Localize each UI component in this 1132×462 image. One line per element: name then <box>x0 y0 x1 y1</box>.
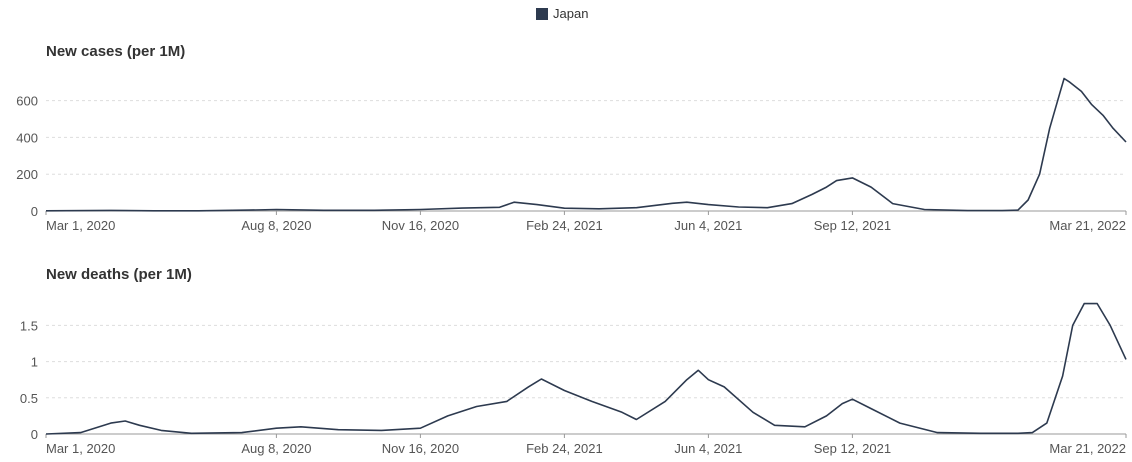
chart-new-cases: New cases (per 1M) 0 200 400 600 Mar 1, 2020… <box>16 43 1127 233</box>
x-tick-label: Aug 8, 2020 <box>241 218 311 233</box>
x-tick-label: Sep 12, 2021 <box>814 441 891 456</box>
series-line-japan <box>45 302 1127 435</box>
y-tick-label: 0 <box>31 427 38 442</box>
chart-title: New cases (per 1M) <box>46 43 185 60</box>
chart-title: New deaths (per 1M) <box>46 266 192 283</box>
x-tick-label: Feb 24, 2021 <box>526 441 603 456</box>
y-tick-label: 1.5 <box>20 318 38 333</box>
x-tick-label: Mar 1, 2020 <box>46 218 115 233</box>
x-tick-label: Nov 16, 2020 <box>382 441 459 456</box>
legend-swatch <box>536 7 548 20</box>
legend: Japan <box>536 6 588 21</box>
series-line-japan <box>45 77 1127 212</box>
y-tick-label: 400 <box>16 130 38 145</box>
x-tick-label: Jun 4, 2021 <box>674 218 742 233</box>
y-tick-label: 200 <box>16 167 38 182</box>
x-tick-label: Jun 4, 2021 <box>674 441 742 456</box>
x-tick-label: Aug 8, 2020 <box>241 441 311 456</box>
x-tick-label: Feb 24, 2021 <box>526 218 603 233</box>
y-tick-label: 0.5 <box>20 391 38 406</box>
y-tick-label: 600 <box>16 94 38 109</box>
y-tick-label: 0 <box>31 204 38 219</box>
legend-label: Japan <box>553 6 589 21</box>
x-tick-label: Mar 21, 2022 <box>1049 218 1126 233</box>
x-tick-label: Sep 12, 2021 <box>814 218 891 233</box>
x-tick-label: Mar 21, 2022 <box>1049 441 1126 456</box>
x-tick-label: Mar 1, 2020 <box>46 441 115 456</box>
y-tick-label: 1 <box>31 355 38 370</box>
chart-new-deaths: New deaths (per 1M) 0 0.5 1 1.5 Mar 1, 2020 A… <box>20 266 1127 456</box>
x-tick-label: Nov 16, 2020 <box>382 218 459 233</box>
